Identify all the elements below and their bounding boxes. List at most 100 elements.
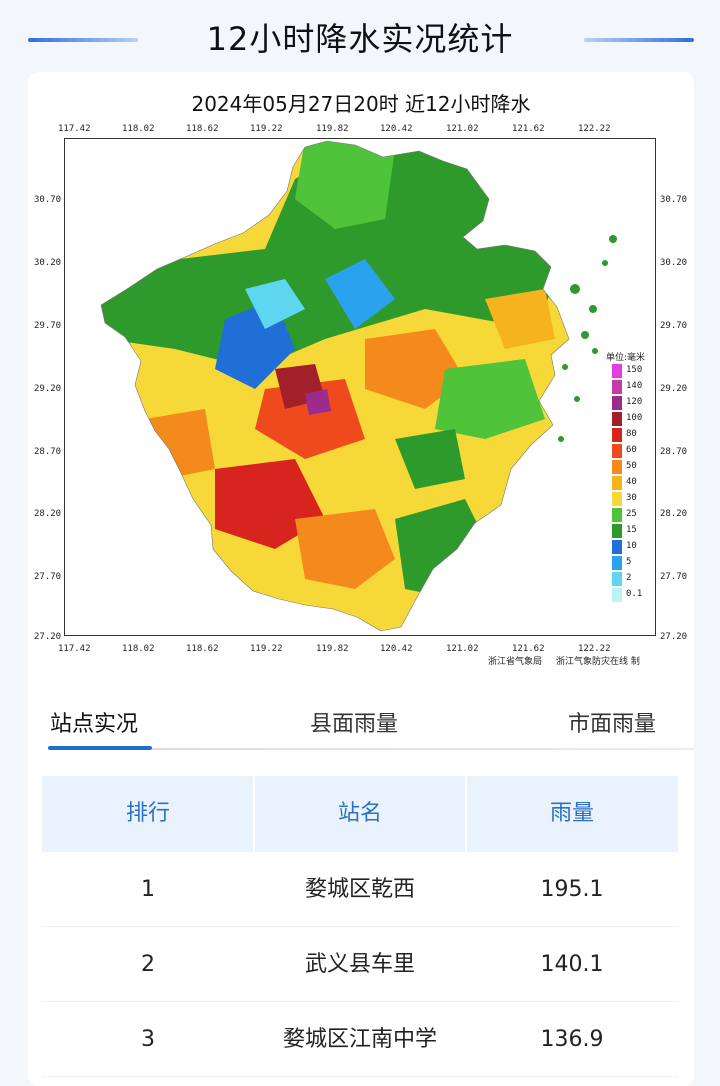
legend-label: 2 [626, 573, 632, 583]
y-tick-right: 28.70 [660, 447, 688, 457]
legend-label: 40 [626, 477, 637, 487]
active-tab-indicator [48, 746, 152, 750]
column-header-rank: 排行 [125, 801, 170, 826]
x-tick-bottom: 117.42 [58, 644, 91, 654]
legend-swatch [612, 428, 622, 442]
station-cell: 武义县车里 [304, 952, 415, 977]
content-card: 2024年05月27日20时 近12小时降水 117.42 118.02 118… [28, 72, 694, 1086]
legend-label: 100 [626, 413, 643, 423]
x-tick-top: 120.42 [380, 124, 413, 134]
column-header-station: 站名 [337, 801, 382, 826]
rainfall-cell: 195.1 [540, 877, 604, 902]
y-tick-left: 27.70 [34, 572, 62, 582]
x-tick-top: 118.62 [186, 124, 219, 134]
legend-swatch [612, 540, 622, 554]
map-credit-maker: 浙江气象防灾在线 制 [556, 657, 640, 667]
legend-swatch [612, 524, 622, 538]
table-row[interactable]: 1 婺城区乾西 195.1 [42, 852, 678, 927]
legend-label: 80 [626, 429, 637, 439]
tab-station-observation[interactable]: 站点实况 [50, 712, 139, 737]
y-tick-right: 27.20 [660, 632, 688, 642]
table-header: 排行 站名 雨量 [42, 776, 678, 852]
rank-cell: 2 [141, 952, 155, 977]
legend-swatch [612, 380, 622, 394]
legend-label: 10 [626, 541, 637, 551]
column-header-rainfall: 雨量 [549, 801, 594, 826]
rainfall-cell: 140.1 [540, 952, 604, 977]
map-caption: 2024年05月27日20时 近12小时降水 [191, 92, 531, 116]
station-cell: 婺城区乾西 [304, 877, 415, 902]
x-tick-bottom: 122.22 [578, 644, 611, 654]
x-tick-bottom: 121.62 [512, 644, 545, 654]
rainfall-ranking-table: 排行 站名 雨量 1 婺城区乾西 195.1 2 武义县车里 140.1 3 婺… [42, 776, 678, 1077]
rank-cell: 1 [141, 877, 155, 902]
y-tick-right: 27.70 [660, 572, 688, 582]
legend-label: 5 [626, 557, 632, 567]
y-tick-left: 29.70 [34, 321, 62, 331]
title-decoration-right [584, 38, 694, 42]
legend-swatch [612, 476, 622, 490]
legend-label: 50 [626, 461, 637, 471]
x-tick-top: 121.02 [446, 124, 479, 134]
rainfall-map [64, 138, 656, 636]
legend-label: 140 [626, 381, 643, 391]
x-tick-bottom: 119.82 [316, 644, 349, 654]
map-credit-agency: 浙江省气象局 [488, 657, 543, 667]
column-separator [465, 776, 467, 852]
column-separator [253, 776, 255, 852]
x-tick-top: 122.22 [578, 124, 611, 134]
x-tick-bottom: 121.02 [446, 644, 479, 654]
legend-swatch [612, 396, 622, 410]
title-decoration-left [28, 38, 138, 42]
legend-label: 150 [626, 365, 643, 375]
x-tick-top: 119.82 [316, 124, 349, 134]
y-tick-left: 28.20 [34, 509, 62, 519]
legend-label: 25 [626, 509, 637, 519]
x-tick-bottom: 119.22 [250, 644, 283, 654]
x-tick-top: 121.62 [512, 124, 545, 134]
legend-label: 0.1 [626, 589, 643, 599]
legend-swatch [612, 572, 622, 586]
y-tick-left: 28.70 [34, 447, 62, 457]
precipitation-map-panel[interactable]: 2024年05月27日20时 近12小时降水 117.42 118.02 118… [28, 72, 694, 672]
legend-label: 15 [626, 525, 637, 535]
tab-county-areal-rainfall[interactable]: 县面雨量 [310, 712, 399, 737]
y-tick-right: 29.20 [660, 384, 688, 394]
x-tick-top: 118.02 [122, 124, 155, 134]
y-tick-left: 30.70 [34, 195, 62, 205]
table-row[interactable]: 2 武义县车里 140.1 [42, 927, 678, 1002]
x-tick-top: 119.22 [250, 124, 283, 134]
y-tick-left: 30.20 [34, 258, 62, 268]
page-header: 12小时降水实况统计 [0, 0, 720, 72]
x-tick-bottom: 118.02 [122, 644, 155, 654]
legend-swatch [612, 508, 622, 522]
legend-swatch [612, 412, 622, 426]
legend-label: 120 [626, 397, 643, 407]
x-tick-top: 117.42 [58, 124, 91, 134]
y-tick-right: 30.20 [660, 258, 688, 268]
x-tick-bottom: 118.62 [186, 644, 219, 654]
legend-swatch [612, 492, 622, 506]
page-title: 12小时降水实况统计 [206, 20, 514, 58]
tab-bar: 站点实况 县面雨量 市面雨量 [28, 682, 694, 752]
rank-cell: 3 [141, 1027, 155, 1052]
legend-swatch [612, 460, 622, 474]
y-tick-left: 27.20 [34, 632, 62, 642]
x-tick-bottom: 120.42 [380, 644, 413, 654]
legend-swatch [612, 588, 622, 602]
legend-swatch [612, 444, 622, 458]
rainfall-cell: 136.9 [540, 1027, 604, 1052]
legend-swatch [612, 556, 622, 570]
legend-label: 60 [626, 445, 637, 455]
zhejiang-rainfall-image [100, 140, 617, 632]
legend-unit: 单位:毫米 [606, 353, 646, 363]
tab-city-areal-rainfall[interactable]: 市面雨量 [568, 712, 657, 737]
y-tick-right: 30.70 [660, 195, 688, 205]
legend-label: 30 [626, 493, 637, 503]
table-row[interactable]: 3 婺城区江南中学 136.9 [42, 1002, 678, 1077]
y-tick-right: 28.20 [660, 509, 688, 519]
tab-divider [152, 748, 694, 750]
y-tick-right: 29.70 [660, 321, 688, 331]
station-cell: 婺城区江南中学 [282, 1027, 437, 1052]
y-tick-left: 29.20 [34, 384, 62, 394]
